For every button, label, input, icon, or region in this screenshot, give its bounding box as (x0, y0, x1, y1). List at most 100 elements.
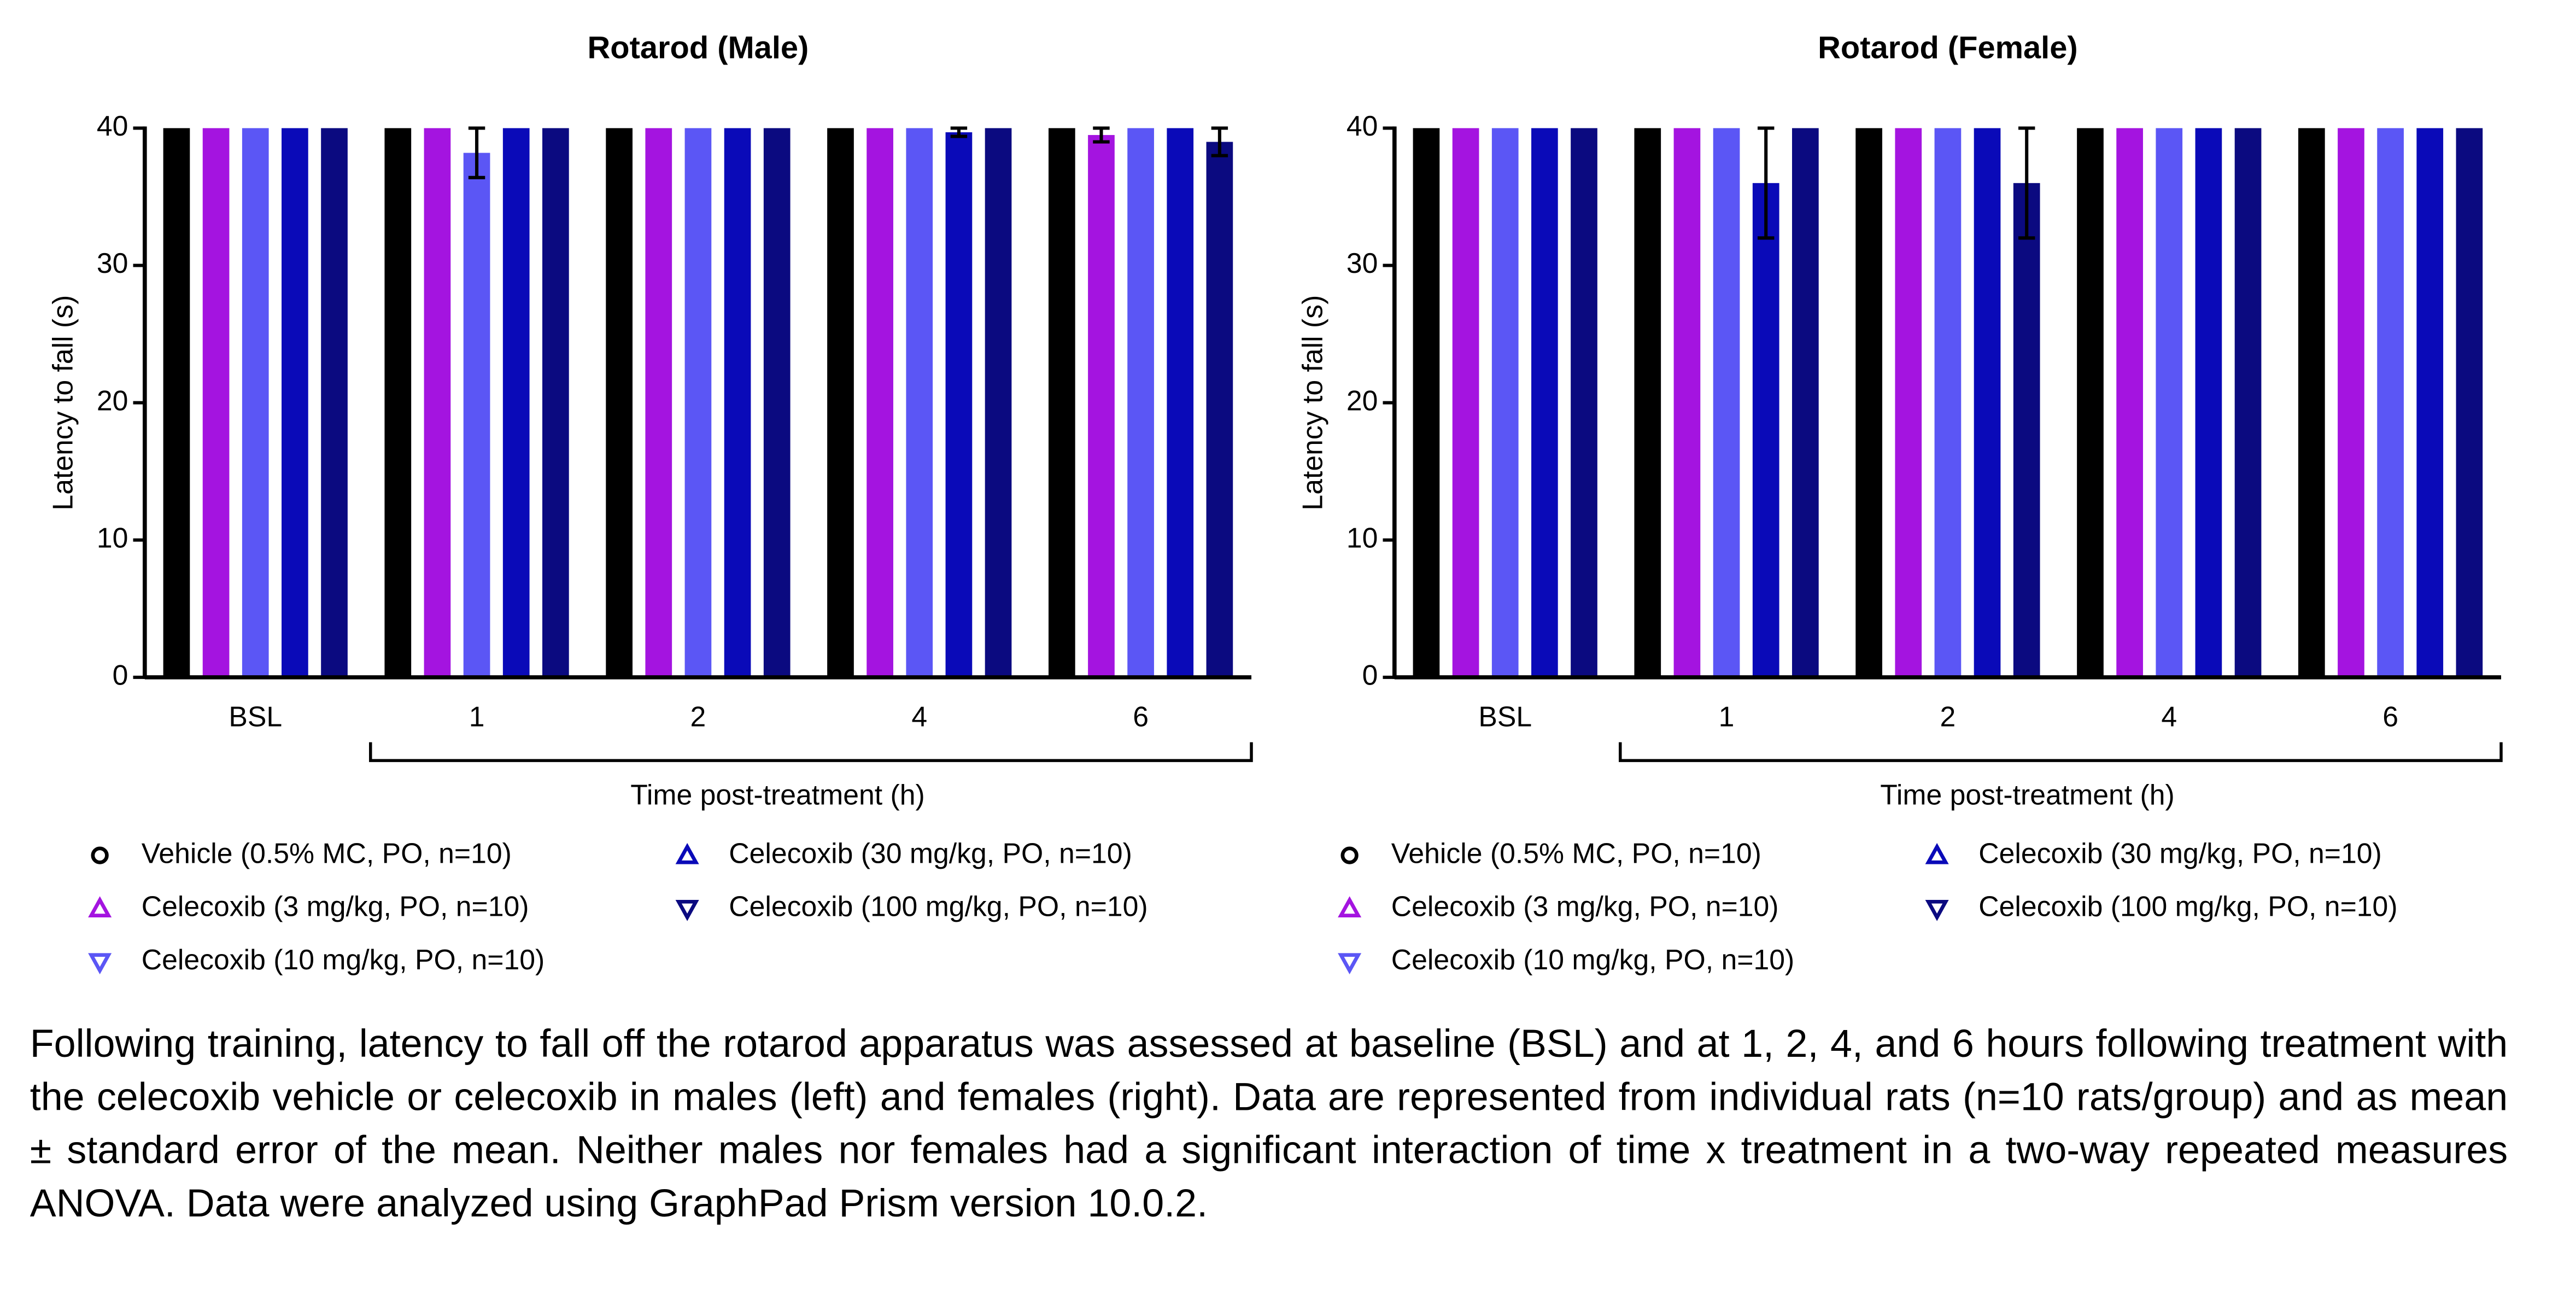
y-tick-label: 30 (97, 247, 128, 279)
bar (1713, 128, 1740, 677)
bar (724, 128, 751, 677)
bar (1452, 128, 1479, 677)
bar (985, 128, 1012, 677)
x-axis-label: Time post-treatment (h) (1880, 779, 2175, 811)
bar (1792, 128, 1819, 677)
x-tick-label: BSL (229, 701, 282, 733)
y-tick-label: 0 (1362, 659, 1378, 691)
legend-label: Celecoxib (30 mg/kg, PO, n=10) (1978, 837, 2382, 869)
bar (163, 128, 190, 677)
legend-marker (675, 899, 699, 921)
bar (2077, 128, 2104, 677)
bar (867, 128, 893, 677)
bar (1206, 142, 1233, 677)
bar (2456, 128, 2483, 677)
bar (502, 128, 530, 677)
bar (1127, 128, 1154, 677)
bar (763, 128, 791, 677)
bar (384, 128, 412, 677)
bar (1088, 134, 1115, 677)
bar (1167, 128, 1194, 677)
x-tick-label: 6 (2382, 701, 2398, 733)
bar (542, 128, 569, 677)
bar (1634, 128, 1661, 677)
x-tick-label: 4 (911, 701, 927, 733)
x-tick-label: 4 (2161, 701, 2177, 733)
x-tick-label: 2 (1940, 701, 1956, 733)
legend-marker (675, 842, 699, 864)
bar (645, 128, 672, 677)
legend-marker (1338, 953, 1362, 975)
axis-bracket (369, 742, 1253, 762)
bar (242, 128, 269, 677)
chart-title: Rotarod (Male) (588, 31, 809, 66)
bar (1673, 128, 1701, 677)
bar (1934, 128, 1962, 677)
bar (1531, 128, 1558, 677)
legend-label: Celecoxib (100 mg/kg, PO, n=10) (729, 891, 1148, 922)
legend-marker (91, 846, 109, 864)
error-bar (950, 126, 968, 138)
bar (282, 128, 308, 677)
axis-bracket (1619, 742, 2503, 762)
bar (2377, 128, 2404, 677)
legend-marker (1338, 896, 1362, 917)
bar (2298, 128, 2325, 677)
bar (684, 128, 712, 677)
y-tick-label: 10 (97, 522, 128, 553)
y-axis-label: Latency to fall (s) (46, 295, 78, 511)
bar (1571, 128, 1597, 677)
bar (463, 153, 490, 677)
legend-label: Celecoxib (3 mg/kg, PO, n=10) (142, 891, 529, 922)
bar (1895, 128, 1922, 677)
legend-label: Vehicle (0.5% MC, PO, n=10) (142, 837, 512, 869)
y-tick-label: 20 (1346, 384, 1378, 416)
error-bar (1757, 126, 1775, 240)
x-tick-label: 2 (690, 701, 706, 733)
bar (1413, 128, 1440, 677)
bar (945, 132, 973, 677)
x-tick-label: 6 (1133, 701, 1149, 733)
chart-title: Rotarod (Female) (1818, 31, 2078, 66)
y-tick-label: 0 (113, 659, 128, 691)
bar (2416, 128, 2444, 677)
legend-label: Celecoxib (30 mg/kg, PO, n=10) (729, 837, 1132, 869)
bar (321, 128, 348, 677)
bar (2156, 128, 2183, 677)
bar (2116, 128, 2143, 677)
error-bar (468, 126, 485, 179)
y-tick-label: 30 (1346, 247, 1378, 279)
error-bar (1093, 126, 1110, 144)
legend-marker (1340, 846, 1359, 864)
legend-label: Vehicle (0.5% MC, PO, n=10) (1391, 837, 1761, 869)
bar (2195, 128, 2222, 677)
bar (202, 128, 230, 677)
bar (1752, 183, 1779, 677)
x-tick-label: BSL (1478, 701, 1532, 733)
y-tick-label: 40 (97, 110, 128, 142)
error-bar (2018, 126, 2035, 240)
y-tick-label: 10 (1346, 522, 1378, 553)
x-axis-label: Time post-treatment (h) (630, 779, 925, 811)
bar (2338, 128, 2364, 677)
bar (1048, 128, 1075, 677)
y-tick-label: 20 (97, 384, 128, 416)
legend-label: Celecoxib (10 mg/kg, PO, n=10) (142, 944, 545, 975)
legend-marker (88, 953, 112, 975)
caption: Following training, latency to fall off … (30, 1023, 2508, 1227)
bar (1491, 128, 1519, 677)
error-bar (1211, 126, 1228, 157)
legend-marker (1925, 899, 1949, 921)
legend-marker (88, 896, 112, 917)
bar (827, 128, 854, 677)
bar (606, 128, 633, 677)
bar (1974, 128, 2001, 677)
bar (424, 128, 451, 677)
bar (2013, 183, 2040, 677)
bar (2234, 128, 2262, 677)
y-axis-label: Latency to fall (s) (1296, 295, 1328, 511)
charts: Rotarod (Male)Latency to fall (s)0102030… (46, 31, 2503, 975)
legend-label: Celecoxib (100 mg/kg, PO, n=10) (1978, 891, 2397, 922)
legend-label: Celecoxib (3 mg/kg, PO, n=10) (1391, 891, 1779, 922)
